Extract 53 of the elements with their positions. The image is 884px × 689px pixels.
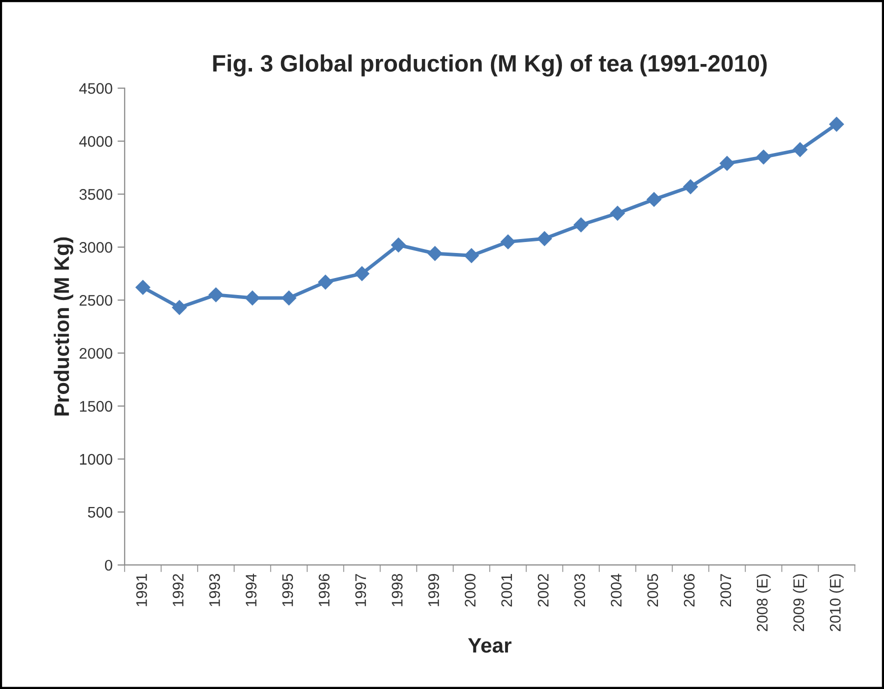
x-tick-label: 2007 <box>720 574 732 607</box>
y-tick-label: 1500 <box>80 400 112 412</box>
x-tick-label: 1993 <box>209 574 220 606</box>
x-tick-label: 2003 <box>574 574 586 607</box>
x-tick-label: 2001 <box>501 574 512 607</box>
point <box>537 231 552 246</box>
point <box>208 287 224 302</box>
y-tick-label: 2000 <box>80 348 112 359</box>
point <box>318 274 333 290</box>
x-tick-label: 1991 <box>136 574 147 606</box>
y-axis-title: Production (M Kg) <box>54 237 74 416</box>
x-tick-label: 2010 (E) <box>829 574 844 632</box>
point <box>500 234 516 250</box>
x-tick-label: 1996 <box>318 574 330 606</box>
point <box>354 266 370 282</box>
y-tick-label: 500 <box>88 506 112 518</box>
y-tick-label: 3500 <box>79 189 112 200</box>
x-tick-label: 1992 <box>172 574 184 606</box>
x-tick-label: 1994 <box>246 574 257 606</box>
x-tick-label: 2006 <box>684 574 695 607</box>
x-tick-label: 1998 <box>392 574 403 606</box>
chart-title: Fig. 3 Global production (M Kg) of tea (1991-2010) <box>213 54 767 77</box>
point <box>792 142 808 158</box>
x-tick-label: 1999 <box>428 574 440 606</box>
x-tick-label: 1997 <box>355 574 366 606</box>
point <box>574 217 588 232</box>
y-tick-label: 4500 <box>79 83 112 94</box>
point <box>646 192 662 207</box>
point <box>720 156 734 171</box>
x-tick-label: 2000 <box>464 574 476 607</box>
y-tick-label: 3000 <box>79 242 112 253</box>
point <box>136 280 150 295</box>
x-tick-label: 2008 (E) <box>756 574 771 632</box>
point <box>428 246 442 261</box>
y-tick-label: 1000 <box>80 454 112 465</box>
point <box>172 300 187 315</box>
x-tick-label: 2004 <box>610 574 622 607</box>
x-tick-label: 2005 <box>647 574 658 607</box>
point <box>282 290 296 306</box>
point <box>245 290 260 306</box>
point <box>464 248 479 263</box>
point <box>683 179 698 194</box>
y-tick-label: 0 <box>104 560 112 571</box>
x-tick-label: 2009 (E) <box>792 574 808 632</box>
point <box>391 238 406 252</box>
x-tick-label: 2002 <box>538 574 549 607</box>
y-tick-label: 2500 <box>80 294 112 306</box>
point <box>610 206 625 221</box>
point <box>829 116 844 132</box>
point <box>756 150 771 164</box>
x-tick-label: 1995 <box>282 574 294 606</box>
x-axis-title: Year <box>468 638 512 653</box>
y-tick-label: 4000 <box>79 136 112 147</box>
